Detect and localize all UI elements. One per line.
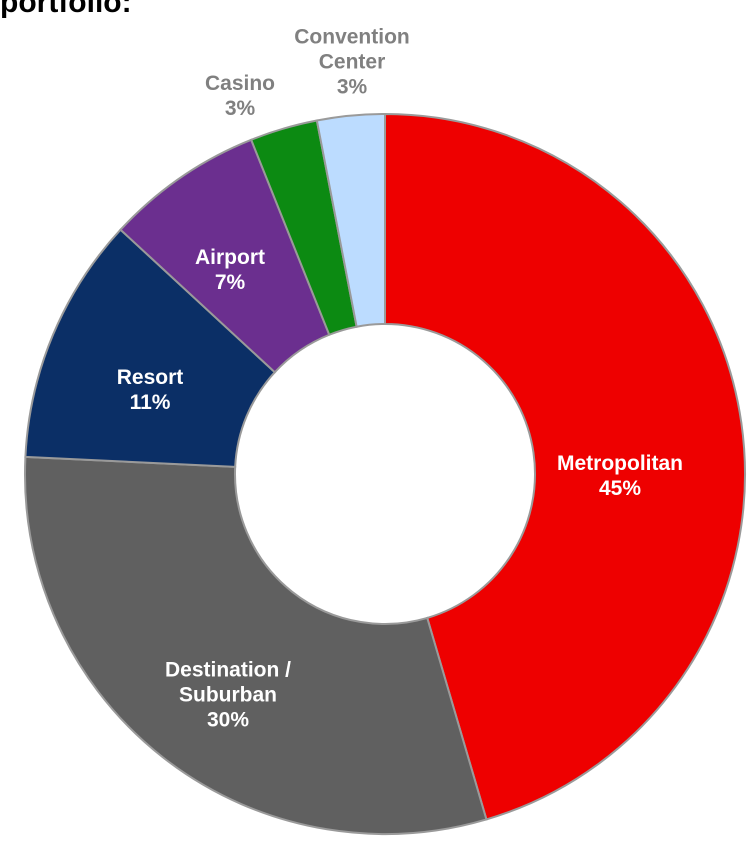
- slice-label: Resort 11%: [90, 365, 210, 415]
- donut-slice: [315, 112, 386, 328]
- slice-label: Airport 7%: [170, 245, 290, 295]
- donut-slice: [24, 455, 488, 835]
- chart-title: portfolio:: [0, 0, 132, 19]
- category-label: Resort: [116, 366, 184, 389]
- value-label: 30%: [206, 708, 250, 732]
- donut-slice: [24, 228, 277, 468]
- category-label: Casino: [204, 72, 275, 95]
- value-label: 7%: [214, 271, 246, 294]
- slice-label: Casino 3%: [190, 71, 290, 121]
- category-label: Destination / Suburban: [164, 658, 291, 707]
- donut-slice: [384, 112, 746, 821]
- slice-label: Destination / Suburban 30%: [148, 658, 308, 733]
- slice-label: Convention Center 3%: [287, 25, 417, 100]
- category-label: Convention Center: [294, 25, 410, 74]
- value-label: 11%: [129, 391, 171, 414]
- category-label: Metropolitan: [557, 452, 683, 475]
- value-label: 45%: [598, 477, 642, 500]
- value-label: 3%: [224, 97, 256, 120]
- category-label: Airport: [195, 246, 265, 269]
- slice-label: Metropolitan 45%: [550, 451, 690, 501]
- value-label: 3%: [336, 75, 368, 99]
